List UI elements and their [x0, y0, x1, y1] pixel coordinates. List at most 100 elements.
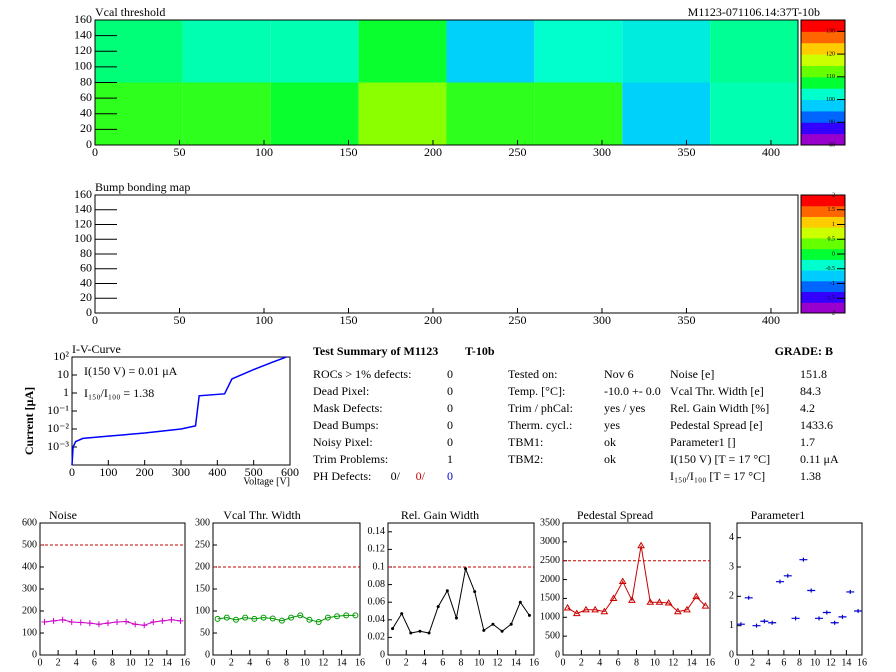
x-tick-label: 2 — [579, 657, 584, 668]
summary-label: Mask Defects: — [313, 401, 383, 415]
x-tick-label: 0 — [211, 657, 216, 668]
summary-label: I(150 V) [T = 17 °C] — [670, 452, 770, 466]
x-tick-label: 0 — [386, 657, 391, 668]
y-tick-label: 0.06 — [368, 596, 386, 607]
y-tick-label: 1 — [729, 620, 734, 631]
data-line — [44, 619, 181, 626]
marker — [783, 573, 792, 578]
y-tick-label: 3 — [729, 561, 734, 572]
x-tick-label: 6 — [616, 657, 621, 668]
y-tick-label: 0.12 — [368, 544, 386, 555]
x-tick-label: 16 — [857, 657, 867, 668]
x-tick-label: 8 — [110, 657, 115, 668]
colorbar-swatch — [801, 65, 845, 78]
marker — [315, 619, 322, 625]
marker — [391, 627, 395, 631]
marker — [278, 617, 285, 624]
summary-value: 1.7 — [800, 435, 815, 449]
marker — [509, 622, 513, 626]
marker — [664, 598, 673, 606]
colorbar-swatch — [801, 20, 845, 32]
colorbar-swatch — [801, 76, 845, 89]
y-tick-label: 400 — [22, 561, 37, 572]
summary-label: I₁₅₀/I₁₀₀ [T = 17 °C] — [670, 469, 765, 483]
heatmap-cell — [358, 82, 447, 145]
marker — [123, 618, 130, 625]
y-tick-label: 200 — [195, 561, 210, 572]
x-tick-label: 400 — [762, 313, 780, 327]
colorbar-swatch — [801, 259, 845, 271]
colorbar-label: -1.5 — [826, 296, 836, 302]
colorbar-swatch — [801, 133, 845, 146]
x-tick-label: 50 — [173, 145, 185, 159]
chart-title: Noise — [49, 508, 77, 522]
marker — [214, 615, 221, 622]
data-line — [392, 566, 530, 634]
x-tick-label: 350 — [677, 145, 695, 159]
y-tick-label: 1 — [63, 385, 69, 399]
marker — [760, 619, 769, 624]
summary-label: Trim / phCal: — [508, 401, 573, 415]
marker — [482, 628, 486, 632]
marker — [775, 579, 784, 584]
summary-value: 0 — [447, 401, 453, 415]
heatmap-cell — [446, 20, 535, 83]
marker — [324, 614, 331, 621]
x-tick-label: 200 — [424, 313, 442, 327]
marker — [591, 605, 600, 613]
y-tick-label: 10⁻² — [47, 421, 69, 435]
colorbar-label: 120 — [826, 51, 835, 57]
chart-title: Bump bonding map — [95, 180, 190, 194]
x-tick-label: 4 — [247, 657, 252, 668]
marker — [807, 588, 816, 593]
summary-value: 0/ — [391, 469, 401, 483]
x-tick-label: 12 — [826, 657, 836, 668]
x-tick-label: 0 — [735, 657, 740, 668]
y-tick-label: 300 — [22, 583, 37, 594]
x-tick-label: 50 — [173, 313, 185, 327]
colorbar-swatch — [801, 291, 845, 303]
x-tick-label: 16 — [529, 657, 539, 668]
x-tick-label: 10 — [650, 657, 660, 668]
colorbar-swatch — [801, 227, 845, 239]
marker — [572, 609, 581, 617]
y-tick-label: 60 — [80, 90, 92, 104]
colorbar-swatch — [801, 302, 845, 314]
summary-value: 1433.6 — [800, 418, 833, 432]
summary-value: 151.8 — [800, 367, 827, 381]
y-tick-label: 10 — [57, 367, 69, 381]
summary-label: Pedestal Spread [e] — [670, 418, 763, 432]
marker — [701, 601, 710, 609]
y-tick-label: 160 — [74, 187, 92, 201]
marker — [744, 595, 753, 600]
x-tick-label: 2 — [404, 657, 409, 668]
marker — [464, 567, 468, 571]
colorbar-swatch — [801, 237, 845, 250]
x-tick-label: 150 — [339, 313, 357, 327]
summary-value: 0 — [447, 418, 453, 432]
heatmap-cell — [182, 82, 271, 145]
summary-value: yes / yes — [604, 401, 646, 415]
y-tick-label: 50 — [200, 627, 210, 638]
marker — [518, 600, 522, 604]
colorbar-label: 0.5 — [828, 237, 836, 243]
x-tick-label: 14 — [511, 657, 521, 668]
y-tick-label: 20 — [80, 290, 92, 304]
heatmap-cell — [270, 20, 359, 83]
y-tick-label: 0 — [380, 649, 385, 660]
summary-label: TBM1: — [508, 435, 543, 449]
summary-value: 4.2 — [800, 401, 815, 415]
x-axis-label: Voltage [V] — [243, 476, 290, 487]
y-tick-label: 0 — [86, 137, 92, 151]
y-tick-label: 150 — [195, 583, 210, 594]
marker — [114, 619, 121, 625]
x-tick-label: 4 — [422, 657, 427, 668]
marker — [527, 613, 531, 617]
data-line — [71, 356, 287, 466]
colorbar-label: 100 — [826, 97, 835, 103]
x-tick-label: 10 — [126, 657, 136, 668]
x-tick-label: 12 — [668, 657, 678, 668]
y-tick-label: 100 — [195, 605, 210, 616]
marker — [409, 631, 413, 635]
marker — [646, 598, 655, 605]
